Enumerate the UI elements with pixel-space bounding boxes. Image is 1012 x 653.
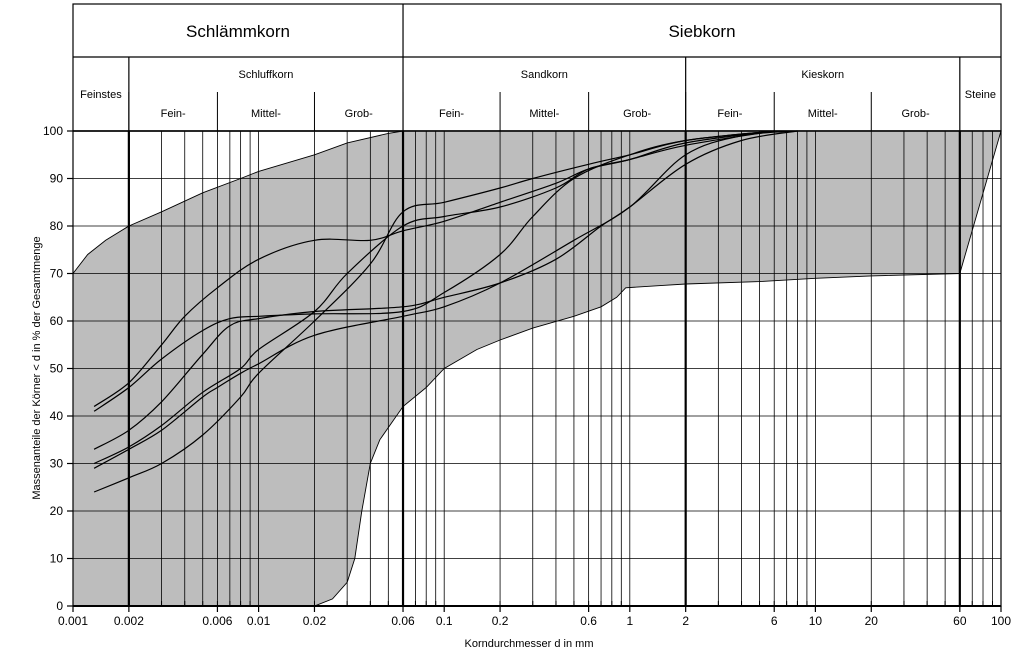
- header-group-label: Steine: [965, 89, 996, 101]
- header-group-label: Kieskorn: [801, 69, 844, 81]
- y-axis-label: Massenanteile der Körner < d in % der Ge…: [31, 236, 43, 499]
- x-tick-label: 100: [991, 614, 1011, 628]
- header-sub-label: Mittel-: [808, 108, 838, 120]
- y-tick-label: 0: [56, 599, 63, 613]
- header-sub-label: Mittel-: [529, 108, 559, 120]
- y-tick-label: 60: [50, 314, 64, 328]
- header-group-label: Feinstes: [80, 89, 122, 101]
- grading-band: [72, 130, 1002, 607]
- x-tick-label: 0.006: [202, 614, 232, 628]
- y-tick-label: 40: [50, 409, 64, 423]
- x-tick-label: 0.001: [58, 614, 88, 628]
- grading-curve-6: [93, 130, 775, 493]
- grading-curve-4: [93, 130, 775, 465]
- y-tick-label: 70: [50, 267, 64, 281]
- y-tick-label: 80: [50, 219, 64, 233]
- x-tick-label: 60: [953, 614, 967, 628]
- y-tick-label: 20: [50, 504, 64, 518]
- header-top-label: Schlämmkorn: [186, 22, 290, 41]
- header-group-label: Sandkorn: [521, 69, 568, 81]
- x-tick-label: 6: [771, 614, 778, 628]
- grading-curve-2: [93, 130, 775, 412]
- grading-curves: [93, 130, 798, 493]
- header-sub-label: Fein-: [161, 108, 186, 120]
- x-tick-label: 0.2: [492, 614, 509, 628]
- x-tick-label: 0.1: [436, 614, 453, 628]
- x-tick-label: 0.02: [303, 614, 327, 628]
- header-group-label: Schluffkorn: [239, 69, 294, 81]
- y-tick-label: 50: [50, 362, 64, 376]
- grading-band-area: [72, 130, 1002, 607]
- x-tick-label: 1: [626, 614, 633, 628]
- x-tick-label: 0.6: [580, 614, 597, 628]
- x-axis-label: Korndurchmesser d in mm: [465, 638, 594, 650]
- y-tick-label: 90: [50, 172, 64, 186]
- header-sub-label: Grob-: [901, 108, 929, 120]
- header-top-label: Siebkorn: [668, 22, 735, 41]
- header-sub-label: Grob-: [623, 108, 651, 120]
- x-tick-label: 20: [865, 614, 879, 628]
- x-tick-label: 0.002: [114, 614, 144, 628]
- header-sub-label: Mittel-: [251, 108, 281, 120]
- x-tick-label: 2: [682, 614, 689, 628]
- header-frame: [72, 3, 1002, 132]
- axes: 0 10 20 30 40 50 60 70 80 90 100 0.001 0.002 0.006 0.0…: [43, 124, 1011, 628]
- header-sub-label: Fein-: [717, 108, 742, 120]
- x-tick-label: 0.01: [247, 614, 271, 628]
- x-tick-label: 0.06: [391, 614, 415, 628]
- grading-curve-3: [93, 130, 798, 450]
- grading-curve-5: [93, 130, 798, 469]
- x-tick-label: 10: [809, 614, 823, 628]
- y-tick-label: 10: [50, 552, 64, 566]
- y-tick-label: 30: [50, 457, 64, 471]
- classification-header: Schlämmkorn Siebkorn Feinstes Schluffkorn Sa…: [72, 3, 1002, 132]
- y-tick-label: 100: [43, 124, 63, 138]
- header-sub-label: Fein-: [439, 108, 464, 120]
- header-sub-label: Grob-: [345, 108, 373, 120]
